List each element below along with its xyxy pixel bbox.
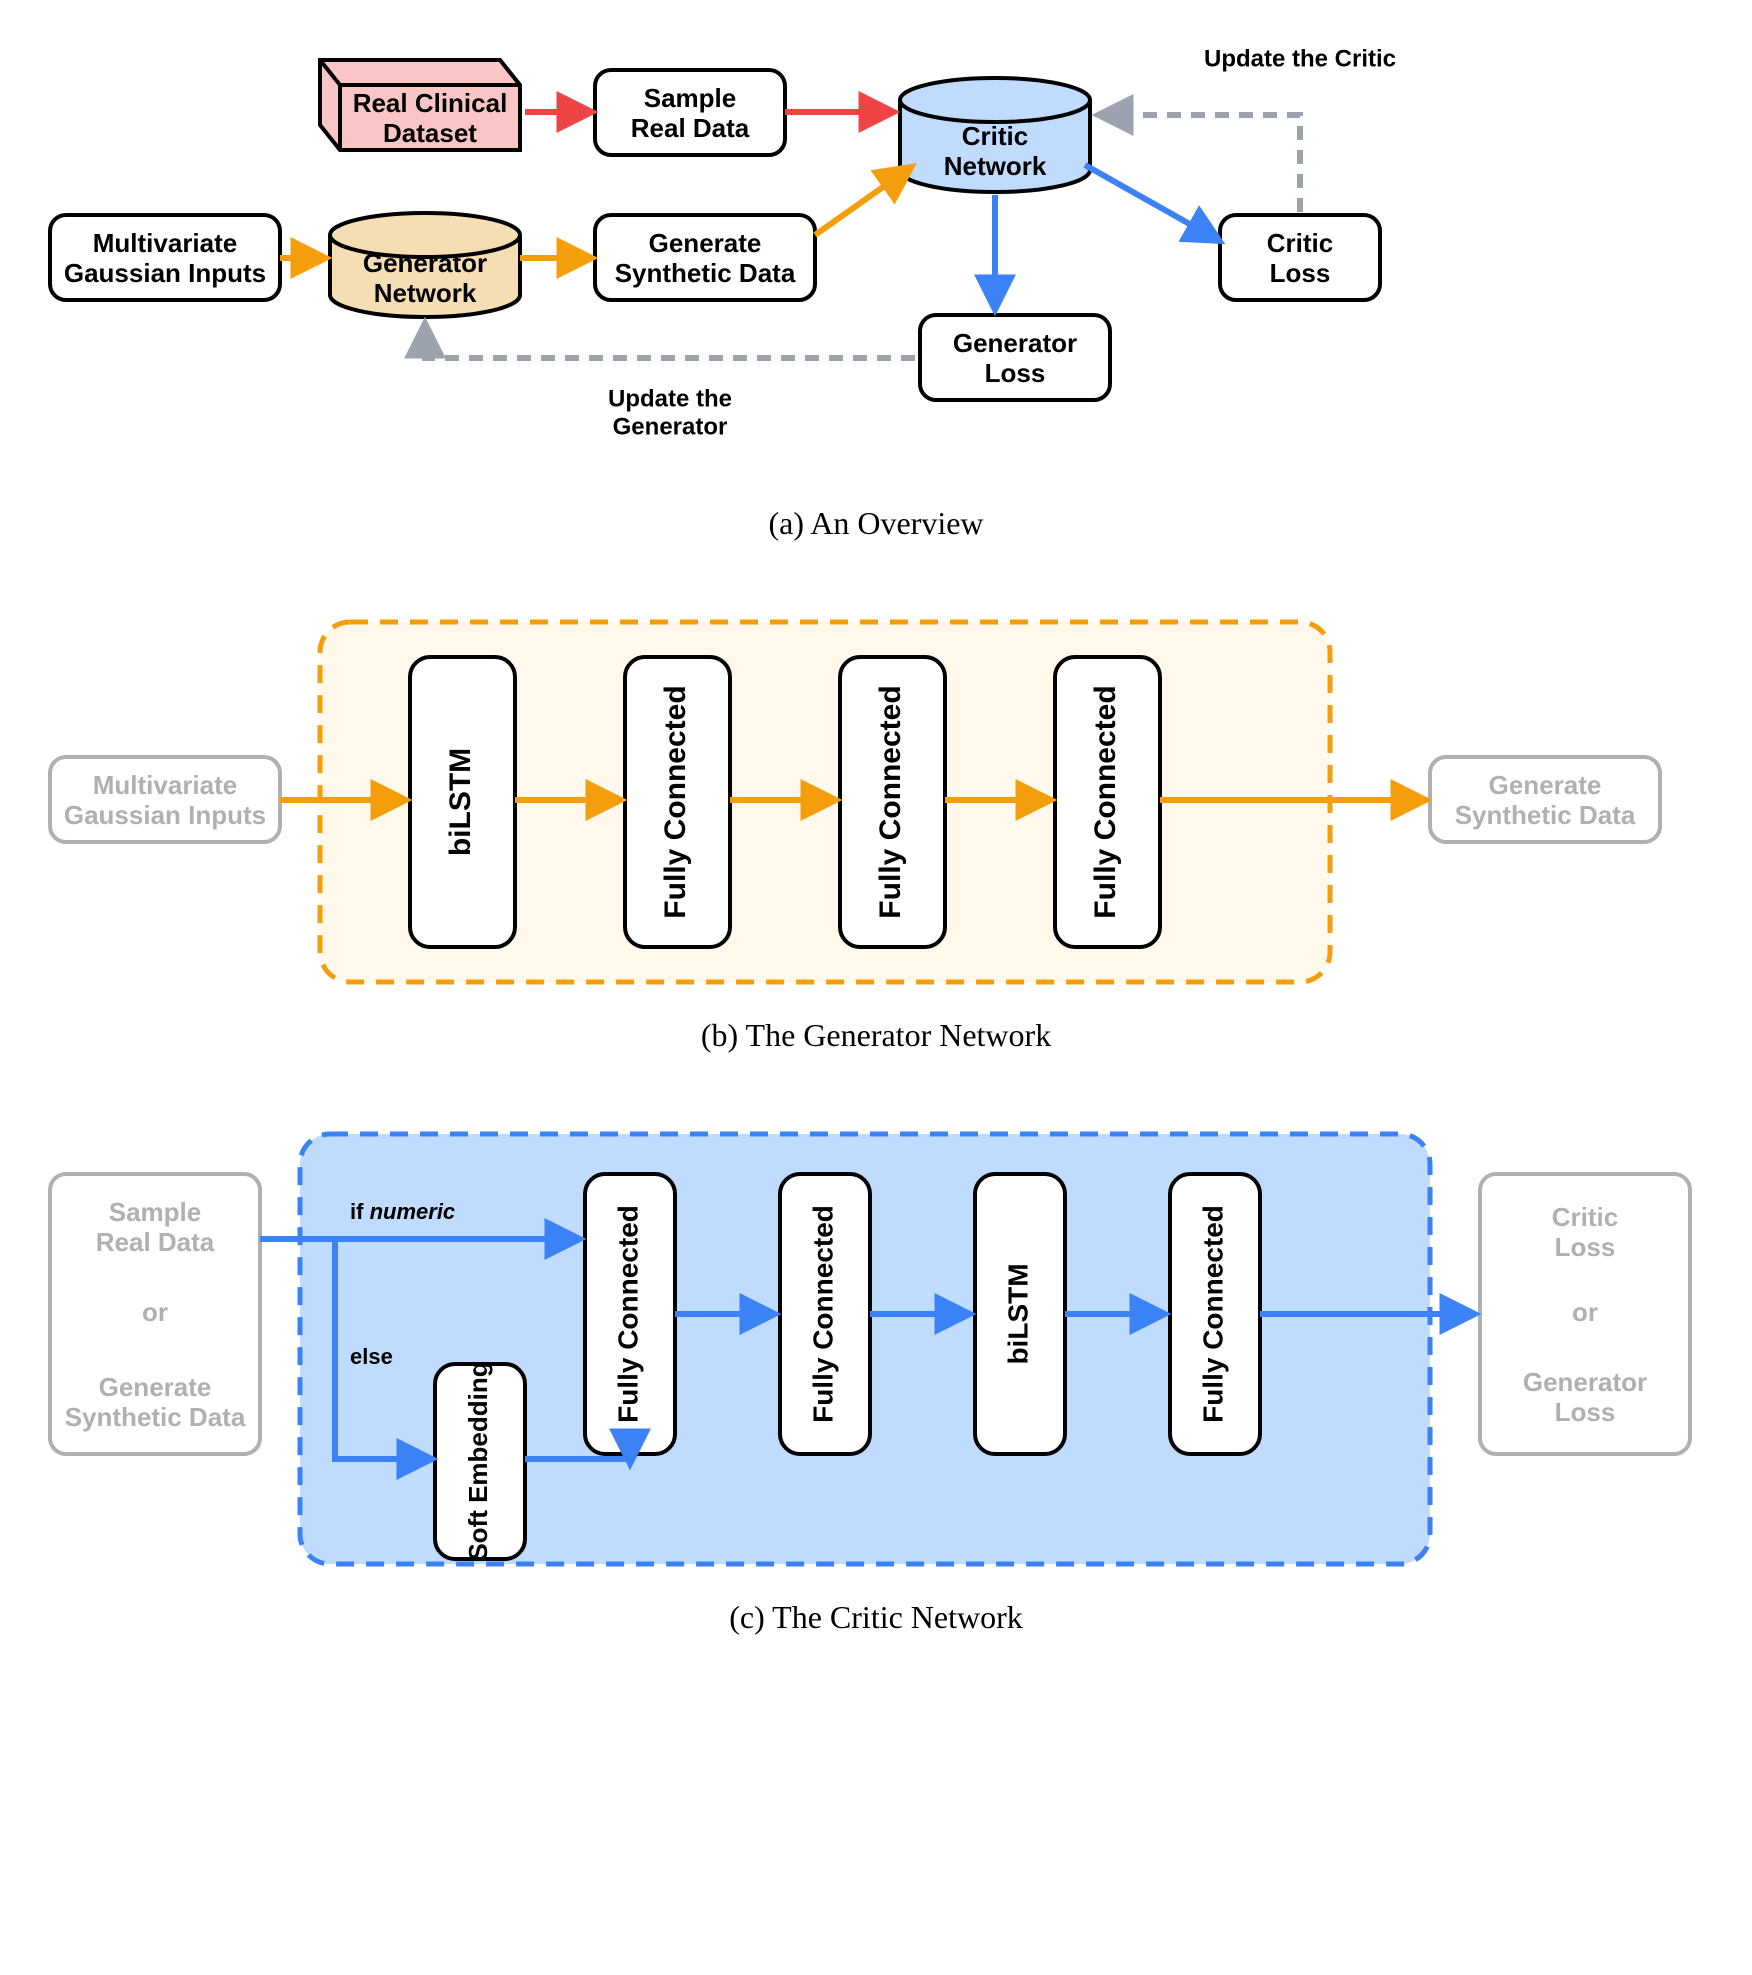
- generator-diagram: Multivariate Gaussian Inputs biLSTM Full…: [40, 602, 1712, 1002]
- svg-text:Generator: Generator: [363, 248, 487, 278]
- gen-synth-faded: Generate Synthetic Data: [1430, 757, 1660, 842]
- svg-text:Fully Connected: Fully Connected: [1089, 685, 1122, 918]
- svg-text:Generate: Generate: [649, 228, 762, 258]
- update-critic-label: Update the Critic: [1204, 45, 1396, 72]
- svg-text:Sample: Sample: [109, 1197, 202, 1227]
- svg-text:Loss: Loss: [1270, 258, 1331, 288]
- svg-text:Sample: Sample: [644, 83, 737, 113]
- arrow-critic-to-criticloss: [1085, 165, 1218, 240]
- svg-text:Network: Network: [944, 151, 1047, 181]
- svg-text:Loss: Loss: [1555, 1397, 1616, 1427]
- svg-text:biLSTM: biLSTM: [1002, 1263, 1033, 1364]
- svg-text:Generator: Generator: [953, 328, 1077, 358]
- generator-caption: (b) The Generator Network: [40, 1017, 1712, 1054]
- critic-fc-1: Fully Connected: [585, 1174, 675, 1454]
- gaussian-inputs-node: Multivariate Gaussian Inputs: [50, 215, 280, 300]
- overview-caption: (a) An Overview: [40, 505, 1712, 542]
- svg-text:Fully Connected: Fully Connected: [659, 685, 692, 918]
- svg-text:Critic: Critic: [962, 121, 1028, 151]
- update-gen-label-2: Generator: [613, 413, 728, 440]
- critic-fc-3: Fully Connected: [1170, 1174, 1260, 1454]
- critic-diagram: Sample Real Data or Generate Synthetic D…: [40, 1114, 1712, 1584]
- svg-text:Multivariate: Multivariate: [93, 770, 238, 800]
- svg-text:Synthetic Data: Synthetic Data: [1455, 800, 1636, 830]
- arrow-update-generator: [425, 325, 915, 358]
- svg-text:Real Data: Real Data: [631, 113, 750, 143]
- critic-caption: (c) The Critic Network: [40, 1599, 1712, 1636]
- sample-real-node: Sample Real Data: [595, 70, 785, 155]
- svg-text:Fully Connected: Fully Connected: [807, 1205, 838, 1423]
- svg-text:Generate: Generate: [1489, 770, 1602, 800]
- svg-text:Generator: Generator: [1523, 1367, 1647, 1397]
- generator-loss-node: Generator Loss: [920, 315, 1110, 400]
- fc-node-3: Fully Connected: [1055, 657, 1160, 947]
- svg-text:Soft Embedding: Soft Embedding: [463, 1361, 493, 1560]
- svg-text:Loss: Loss: [1555, 1232, 1616, 1262]
- critic-network-node: Critic Network: [900, 78, 1090, 192]
- svg-text:Critic: Critic: [1552, 1202, 1618, 1232]
- arrow-update-critic: [1100, 115, 1300, 212]
- real-dataset-node: Real Clinical Dataset: [320, 60, 520, 150]
- if-label: if numeric: [350, 1199, 455, 1224]
- svg-text:Multivariate: Multivariate: [93, 228, 238, 258]
- svg-text:or: or: [142, 1297, 168, 1327]
- svg-text:Critic: Critic: [1267, 228, 1333, 258]
- svg-text:Real Clinical: Real Clinical: [353, 88, 508, 118]
- arrow-synth-to-critic: [815, 168, 910, 235]
- bilstm-node: biLSTM: [410, 657, 515, 947]
- critic-bilstm: biLSTM: [975, 1174, 1065, 1454]
- update-gen-label-1: Update the: [608, 385, 732, 412]
- critic-input-faded: Sample Real Data or Generate Synthetic D…: [50, 1174, 260, 1454]
- fc-node-1: Fully Connected: [625, 657, 730, 947]
- svg-text:Loss: Loss: [985, 358, 1046, 388]
- gaussian-inputs-faded: Multivariate Gaussian Inputs: [50, 757, 280, 842]
- fc-node-2: Fully Connected: [840, 657, 945, 947]
- critic-fc-2: Fully Connected: [780, 1174, 870, 1454]
- soft-embedding-node: Soft Embedding: [435, 1361, 525, 1560]
- svg-text:Dataset: Dataset: [383, 118, 477, 148]
- gen-synthetic-node: Generate Synthetic Data: [595, 215, 815, 300]
- svg-text:Network: Network: [374, 278, 477, 308]
- svg-text:Synthetic Data: Synthetic Data: [65, 1402, 246, 1432]
- arrow-c-emb-to-fc: [525, 1459, 630, 1462]
- svg-text:biLSTM: biLSTM: [444, 748, 477, 856]
- svg-text:Fully Connected: Fully Connected: [1197, 1205, 1228, 1423]
- svg-text:Real Data: Real Data: [96, 1227, 215, 1257]
- svg-text:Generate: Generate: [99, 1372, 212, 1402]
- svg-text:Gaussian Inputs: Gaussian Inputs: [64, 800, 266, 830]
- svg-text:or: or: [1572, 1297, 1598, 1327]
- svg-text:Fully Connected: Fully Connected: [612, 1205, 643, 1423]
- critic-loss-node: Critic Loss: [1220, 215, 1380, 300]
- overview-diagram: Real Clinical Dataset Sample Real Data C…: [40, 40, 1712, 490]
- svg-text:Fully Connected: Fully Connected: [874, 685, 907, 918]
- generator-network-node: Generator Network: [330, 213, 520, 317]
- svg-text:Synthetic Data: Synthetic Data: [615, 258, 796, 288]
- else-label: else: [350, 1344, 393, 1369]
- critic-output-faded: Critic Loss or Generator Loss: [1480, 1174, 1690, 1454]
- svg-text:Gaussian Inputs: Gaussian Inputs: [64, 258, 266, 288]
